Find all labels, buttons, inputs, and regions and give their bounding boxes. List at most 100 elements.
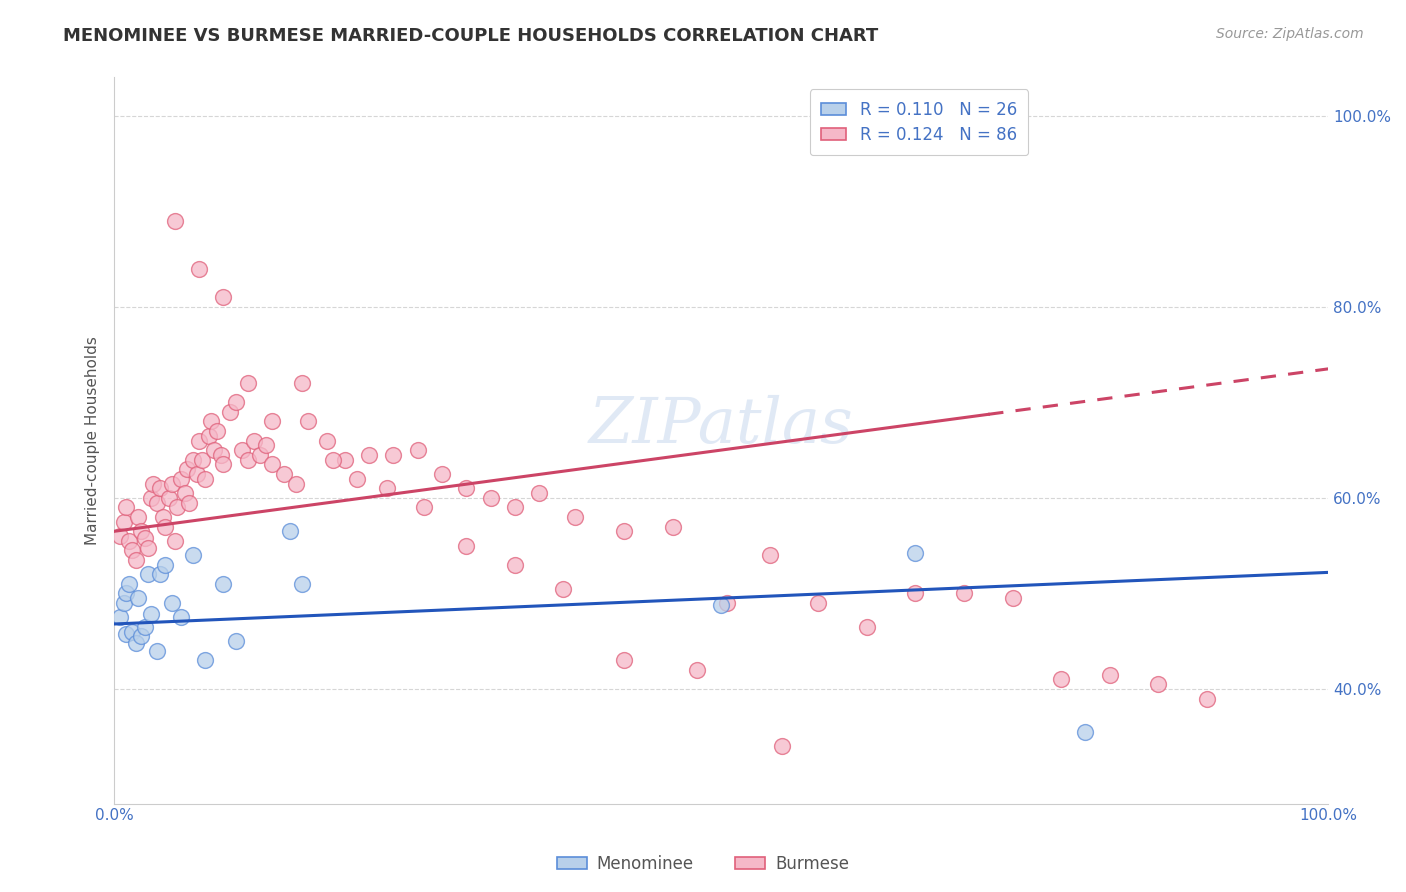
Point bbox=[153, 558, 176, 572]
Point bbox=[953, 586, 976, 600]
Point bbox=[127, 510, 149, 524]
Point bbox=[181, 452, 204, 467]
Point bbox=[202, 443, 225, 458]
Point bbox=[856, 620, 879, 634]
Point bbox=[254, 438, 277, 452]
Point bbox=[188, 434, 211, 448]
Point bbox=[194, 653, 217, 667]
Point bbox=[153, 519, 176, 533]
Point bbox=[149, 481, 172, 495]
Point bbox=[121, 543, 143, 558]
Point bbox=[503, 500, 526, 515]
Point bbox=[430, 467, 453, 481]
Point bbox=[186, 467, 208, 481]
Point bbox=[129, 629, 152, 643]
Point bbox=[406, 443, 429, 458]
Point bbox=[127, 591, 149, 606]
Point bbox=[125, 553, 148, 567]
Point bbox=[170, 610, 193, 624]
Point bbox=[225, 395, 247, 409]
Text: MENOMINEE VS BURMESE MARRIED-COUPLE HOUSEHOLDS CORRELATION CHART: MENOMINEE VS BURMESE MARRIED-COUPLE HOUS… bbox=[63, 27, 879, 45]
Point bbox=[686, 663, 709, 677]
Point bbox=[807, 596, 830, 610]
Point bbox=[1074, 725, 1097, 739]
Point bbox=[166, 500, 188, 515]
Point bbox=[236, 452, 259, 467]
Point bbox=[145, 644, 167, 658]
Point bbox=[770, 739, 793, 754]
Point bbox=[613, 653, 636, 667]
Point bbox=[273, 467, 295, 481]
Point bbox=[1098, 667, 1121, 681]
Point bbox=[503, 558, 526, 572]
Point bbox=[181, 548, 204, 562]
Point bbox=[121, 624, 143, 639]
Point bbox=[194, 472, 217, 486]
Point bbox=[176, 462, 198, 476]
Point bbox=[218, 405, 240, 419]
Point bbox=[142, 476, 165, 491]
Point bbox=[333, 452, 356, 467]
Point bbox=[359, 448, 381, 462]
Point bbox=[190, 452, 212, 467]
Point bbox=[236, 376, 259, 391]
Point bbox=[136, 541, 159, 555]
Y-axis label: Married-couple Households: Married-couple Households bbox=[86, 336, 100, 545]
Point bbox=[1147, 677, 1170, 691]
Point bbox=[134, 531, 156, 545]
Point bbox=[112, 596, 135, 610]
Point bbox=[315, 434, 337, 448]
Point bbox=[115, 586, 138, 600]
Point bbox=[207, 424, 229, 438]
Point bbox=[112, 515, 135, 529]
Point bbox=[173, 486, 195, 500]
Point bbox=[1001, 591, 1024, 606]
Point bbox=[188, 261, 211, 276]
Legend: Menominee, Burmese: Menominee, Burmese bbox=[550, 848, 856, 880]
Point bbox=[115, 500, 138, 515]
Point bbox=[243, 434, 266, 448]
Point bbox=[170, 472, 193, 486]
Point bbox=[1195, 691, 1218, 706]
Point bbox=[212, 458, 235, 472]
Point bbox=[249, 448, 271, 462]
Text: Source: ZipAtlas.com: Source: ZipAtlas.com bbox=[1216, 27, 1364, 41]
Point bbox=[212, 290, 235, 304]
Point bbox=[613, 524, 636, 539]
Point bbox=[212, 577, 235, 591]
Point bbox=[115, 626, 138, 640]
Point bbox=[152, 510, 174, 524]
Text: ZIPatlas: ZIPatlas bbox=[589, 395, 853, 457]
Point bbox=[209, 448, 232, 462]
Point bbox=[157, 491, 180, 505]
Point bbox=[278, 524, 301, 539]
Point bbox=[110, 610, 132, 624]
Point bbox=[291, 577, 314, 591]
Point bbox=[139, 607, 162, 622]
Point bbox=[136, 567, 159, 582]
Point bbox=[129, 524, 152, 539]
Point bbox=[231, 443, 253, 458]
Point bbox=[260, 458, 283, 472]
Point bbox=[118, 577, 141, 591]
Point bbox=[162, 596, 184, 610]
Point bbox=[553, 582, 575, 596]
Point bbox=[322, 452, 344, 467]
Point bbox=[382, 448, 405, 462]
Point bbox=[134, 620, 156, 634]
Point bbox=[758, 548, 780, 562]
Point bbox=[163, 213, 186, 227]
Point bbox=[145, 495, 167, 509]
Point bbox=[285, 476, 308, 491]
Point bbox=[412, 500, 434, 515]
Point bbox=[291, 376, 314, 391]
Point bbox=[710, 598, 733, 612]
Point bbox=[139, 491, 162, 505]
Point bbox=[125, 636, 148, 650]
Point bbox=[904, 586, 927, 600]
Legend: R = 0.110   N = 26, R = 0.124   N = 86: R = 0.110 N = 26, R = 0.124 N = 86 bbox=[810, 89, 1028, 155]
Point bbox=[118, 533, 141, 548]
Point bbox=[479, 491, 502, 505]
Point bbox=[149, 567, 172, 582]
Point bbox=[225, 634, 247, 648]
